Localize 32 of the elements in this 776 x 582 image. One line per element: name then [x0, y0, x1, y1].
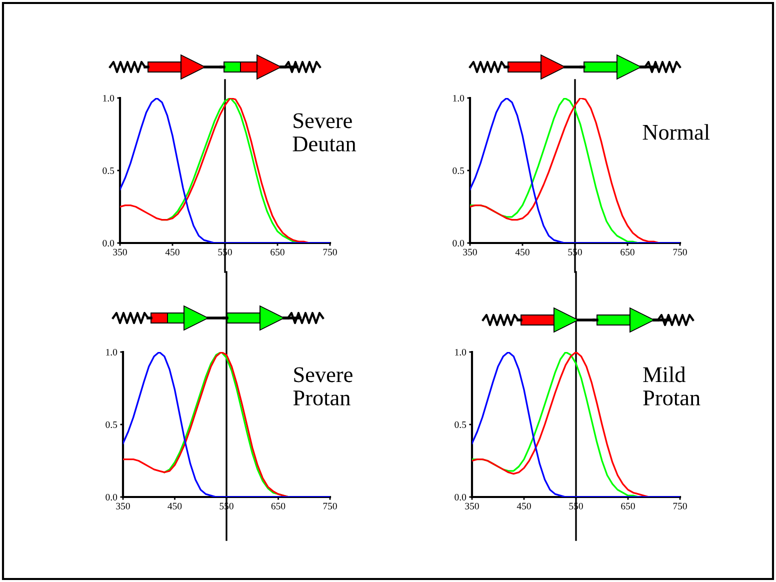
x-tick-label: 750 [323, 248, 337, 256]
x-tick-label: 650 [271, 502, 286, 510]
x-tick-label: 450 [515, 248, 530, 256]
text: Normal [642, 124, 710, 140]
y-tick-label: 0.5 [106, 421, 118, 428]
x-tick-label: 650 [620, 248, 634, 256]
y-tick-label: 0.0 [102, 240, 114, 247]
x-tick-label: 350 [463, 248, 477, 256]
text: Mild Protan [643, 366, 700, 406]
y-tick-label: 0.0 [454, 494, 466, 501]
x-tick-label: 750 [673, 248, 687, 256]
x-tick-label: 350 [465, 502, 479, 510]
x-tick-label: 450 [165, 248, 180, 256]
text: Severe Protan [293, 367, 352, 406]
x-tick-label: 650 [621, 502, 635, 510]
y-tick-label: 1.0 [103, 94, 114, 102]
y-tick-label: 0.5 [452, 167, 464, 174]
y-tick-label: 0.0 [106, 494, 118, 501]
x-tick-label: 450 [168, 502, 182, 510]
x-tick-label: 350 [116, 502, 130, 510]
x-tick-label: 750 [673, 502, 687, 510]
y-tick-label: 1.0 [106, 348, 118, 356]
y-tick-label: 0.0 [452, 240, 464, 247]
y-tick-label: 1.0 [453, 94, 464, 102]
y-tick-label: 0.5 [102, 167, 114, 174]
x-tick-label: 450 [516, 502, 531, 510]
y-tick-label: 0.5 [454, 421, 466, 428]
x-tick-label: 750 [323, 502, 337, 510]
x-tick-label: 650 [270, 248, 284, 256]
x-tick-label: 350 [113, 248, 127, 256]
y-tick-label: 1.0 [455, 348, 466, 356]
text: Severe Deutan [292, 113, 356, 152]
